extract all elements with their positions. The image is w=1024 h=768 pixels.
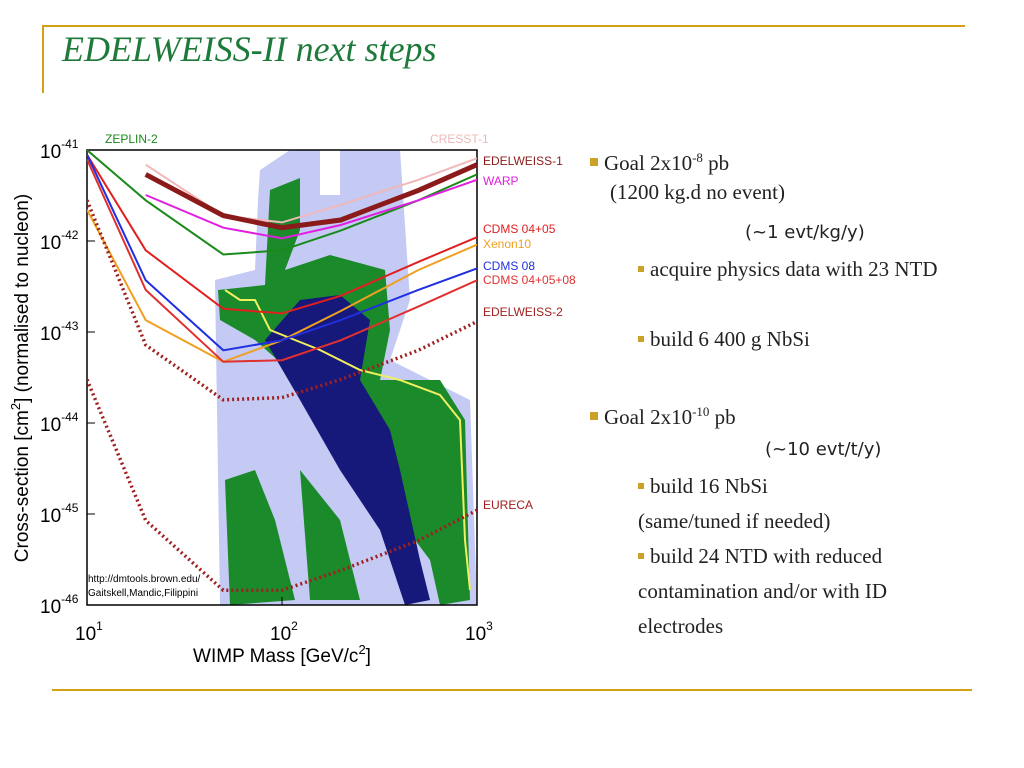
x-tick-exp: 3 — [486, 619, 493, 633]
x-tick-label: 103 — [465, 619, 493, 645]
slide-title: EDELWEISS-II next steps — [62, 29, 437, 69]
curve — [145, 178, 477, 240]
bottom-rule — [52, 689, 972, 691]
y-label-text: Cross-section [cm — [12, 410, 33, 562]
legend-label: CRESST-1 — [430, 132, 489, 146]
rate: (~1 evt/kg/y) — [745, 222, 865, 243]
item: build 24 NTD with reduced contamination … — [638, 539, 938, 644]
y-tick-exp: -41 — [61, 137, 79, 151]
y-tick-label: 10-44 — [40, 410, 79, 436]
y-tick-exp: -44 — [61, 410, 79, 424]
annotation: http://dmtools.brown.edu/ — [88, 574, 201, 585]
item-text: build 16 NbSi — [650, 474, 768, 498]
legend-label: EDELWEISS-1 — [483, 154, 563, 168]
x-tick-label: 101 — [75, 619, 103, 645]
y-tick-base: 10 — [40, 415, 61, 436]
y-tick-label: 10-45 — [40, 501, 79, 527]
legend-label: EURECA — [483, 498, 533, 512]
contour — [224, 289, 471, 591]
goal: Goal 2x10-10 pb — [590, 394, 736, 435]
x-label-text: WIMP Mass [GeV/c — [193, 646, 358, 667]
goal-exp: -10 — [692, 404, 710, 419]
legend-label: ZEPLIN-2 — [105, 132, 158, 146]
legend-label: Xenon10 — [483, 237, 531, 251]
top-rule — [42, 25, 965, 27]
x-label-sup: 2 — [358, 642, 365, 657]
y-tick-exp: -43 — [61, 319, 79, 333]
goal: Goal 2x10-8 pb — [590, 140, 729, 181]
curve — [87, 378, 477, 593]
curve — [87, 199, 477, 402]
x-tick-base: 10 — [270, 624, 291, 645]
goal-exp: -8 — [692, 150, 703, 165]
y-tick-exp: -45 — [61, 501, 79, 515]
y-tick-base: 10 — [40, 597, 61, 618]
y-label-text: ] (normalised to nucleon) — [12, 194, 33, 403]
y-tick-base: 10 — [40, 142, 61, 163]
goal-text: Goal 2x10 — [604, 151, 693, 175]
x-tick-label: 102 — [270, 619, 298, 645]
x-tick-base: 10 — [465, 624, 486, 645]
y-tick-label: 10-42 — [40, 228, 79, 254]
legend-label: CDMS 04+05 — [483, 222, 556, 236]
y-tick-base: 10 — [40, 233, 61, 254]
curve — [87, 154, 477, 315]
region-green — [225, 470, 295, 605]
goal-text: Goal 2x10 — [604, 405, 693, 429]
item: build 16 NbSi — [638, 469, 768, 504]
curve — [144, 162, 477, 231]
y-label-sup: 2 — [8, 403, 23, 410]
y-tick-exp: -46 — [61, 592, 79, 606]
goal-unit: pb — [702, 151, 730, 175]
item-text: build 6 400 g NbSi — [650, 327, 810, 351]
item-text: build 24 NTD with reduced contamination … — [638, 544, 888, 638]
side-rule — [42, 25, 44, 93]
annotation: Gaitskell,Mandic,Filippini — [88, 588, 198, 599]
x-axis-label: WIMP Mass [GeV/c2] — [193, 642, 371, 667]
x-label-text: ] — [366, 646, 371, 667]
note: (same/tuned if needed) — [638, 509, 831, 533]
note: (1200 kg.d no event) — [610, 180, 785, 204]
y-tick-label: 10-46 — [40, 592, 79, 618]
y-tick-label: 10-41 — [40, 137, 79, 163]
legend-label: CDMS 08 — [483, 259, 535, 273]
item-text: acquire physics data with 23 NTD — [650, 257, 938, 281]
region-blue — [265, 295, 430, 605]
item: build 6 400 g NbSi — [638, 322, 810, 357]
chart: http://dmtools.brown.edu/ Gaitskell,Mand… — [8, 132, 576, 667]
rate: (~10 evt/t/y) — [765, 439, 882, 460]
curves — [87, 150, 477, 593]
y-tick-label: 10-43 — [40, 319, 79, 345]
x-tick-exp: 1 — [96, 619, 103, 633]
item: acquire physics data with 23 NTD — [638, 252, 948, 287]
region-green — [300, 470, 360, 600]
curve — [87, 154, 477, 352]
y-tick-exp: -42 — [61, 228, 79, 242]
x-tick-exp: 2 — [291, 619, 298, 633]
y-axis-label: Cross-section [cm2] (normalised to nucle… — [8, 194, 33, 562]
y-tick-base: 10 — [40, 324, 61, 345]
x-tick-base: 10 — [75, 624, 96, 645]
goal-unit: pb — [709, 405, 736, 429]
y-tick-base: 10 — [40, 506, 61, 527]
legend-label: CDMS 04+05+08 — [483, 273, 576, 287]
curve — [87, 158, 477, 363]
legend-label: WARP — [483, 174, 519, 188]
legend-label: EDELWEISS-2 — [483, 305, 563, 319]
